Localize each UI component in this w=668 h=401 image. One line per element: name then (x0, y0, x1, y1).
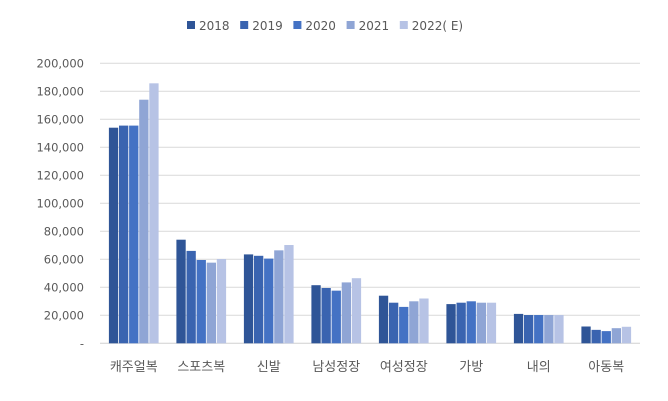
bar-2018-6 (513, 313, 524, 344)
bar-2022E-3 (351, 278, 362, 344)
bar-2019-5 (456, 302, 466, 344)
x-tick-label: 신발 (257, 360, 281, 375)
x-tick-label: 스포츠복 (177, 360, 225, 375)
y-tick-label: 140,000 (36, 140, 84, 154)
bar-2022E-2 (284, 245, 294, 344)
bar-2022E-5 (486, 302, 497, 344)
bar-2020-1 (196, 260, 206, 344)
bar-2019-7 (591, 329, 601, 344)
y-tick-label: 180,000 (36, 84, 84, 98)
bar-2021-6 (544, 315, 554, 344)
bar-2021-5 (476, 302, 486, 344)
legend-label: 2018 (199, 19, 230, 33)
bar-2018-0 (108, 127, 119, 344)
x-tick-label: 가방 (459, 360, 483, 375)
legend-label: 2020 (305, 19, 336, 33)
bar-2022E-7 (621, 326, 632, 344)
x-tick-label: 여성정장 (380, 360, 428, 375)
bar-2019-1 (186, 250, 196, 344)
legend-swatch (346, 21, 355, 29)
x-tick-label: 내의 (527, 360, 551, 375)
bar-2021-2 (274, 250, 284, 344)
x-tick-label: 캐주얼복 (110, 360, 158, 375)
bar-2022E-1 (216, 259, 227, 344)
legend-swatch (187, 21, 195, 29)
bar-2019-3 (321, 288, 331, 344)
bar-2019-0 (119, 125, 129, 344)
bar-2021-4 (409, 301, 419, 344)
bar-2022E-0 (149, 83, 159, 344)
x-tick-label: 아동복 (588, 360, 624, 375)
bar-2018-1 (176, 239, 186, 344)
bar-2018-4 (378, 295, 389, 344)
legend-swatch (293, 21, 302, 29)
y-tick-label: 20,000 (44, 308, 84, 322)
legend-label: 2019 (252, 19, 283, 33)
y-tick-label: 200,000 (36, 56, 84, 70)
bar-2018-5 (446, 304, 456, 344)
bar-2018-3 (311, 285, 321, 344)
bar-2020-7 (601, 331, 611, 344)
y-tick-label: 120,000 (36, 168, 84, 182)
bar-2020-3 (331, 290, 341, 344)
y-tick-label: 100,000 (36, 196, 84, 210)
bar-2019-2 (254, 255, 264, 344)
bar-2018-7 (581, 326, 591, 344)
bar-2020-2 (264, 258, 274, 344)
bar-2021-7 (611, 328, 621, 344)
y-tick-label: 40,000 (44, 280, 84, 294)
bar-2021-1 (206, 262, 216, 344)
bar-2021-3 (341, 282, 351, 344)
legend-label: 2022( E) (412, 19, 463, 33)
legend-swatch (240, 21, 249, 29)
legend-swatch (399, 21, 408, 29)
bar-2020-5 (466, 301, 476, 344)
legend-label: 2021 (359, 19, 390, 33)
bar-2020-6 (534, 315, 544, 344)
y-tick-label: 160,000 (36, 112, 84, 126)
x-tick-label: 남성정장 (312, 360, 360, 375)
bar-2022E-4 (419, 298, 429, 344)
y-tick-label: 60,000 (44, 252, 84, 266)
bar-2018-2 (243, 254, 254, 344)
bar-2019-6 (524, 315, 534, 344)
bar-2020-4 (399, 306, 409, 344)
bar-2020-0 (129, 125, 139, 344)
y-tick-label: 80,000 (44, 224, 84, 238)
y-tick-label: - (80, 336, 84, 350)
bar-2019-4 (389, 302, 399, 344)
bar-2021-0 (139, 99, 149, 344)
bar-2022E-6 (554, 315, 564, 344)
